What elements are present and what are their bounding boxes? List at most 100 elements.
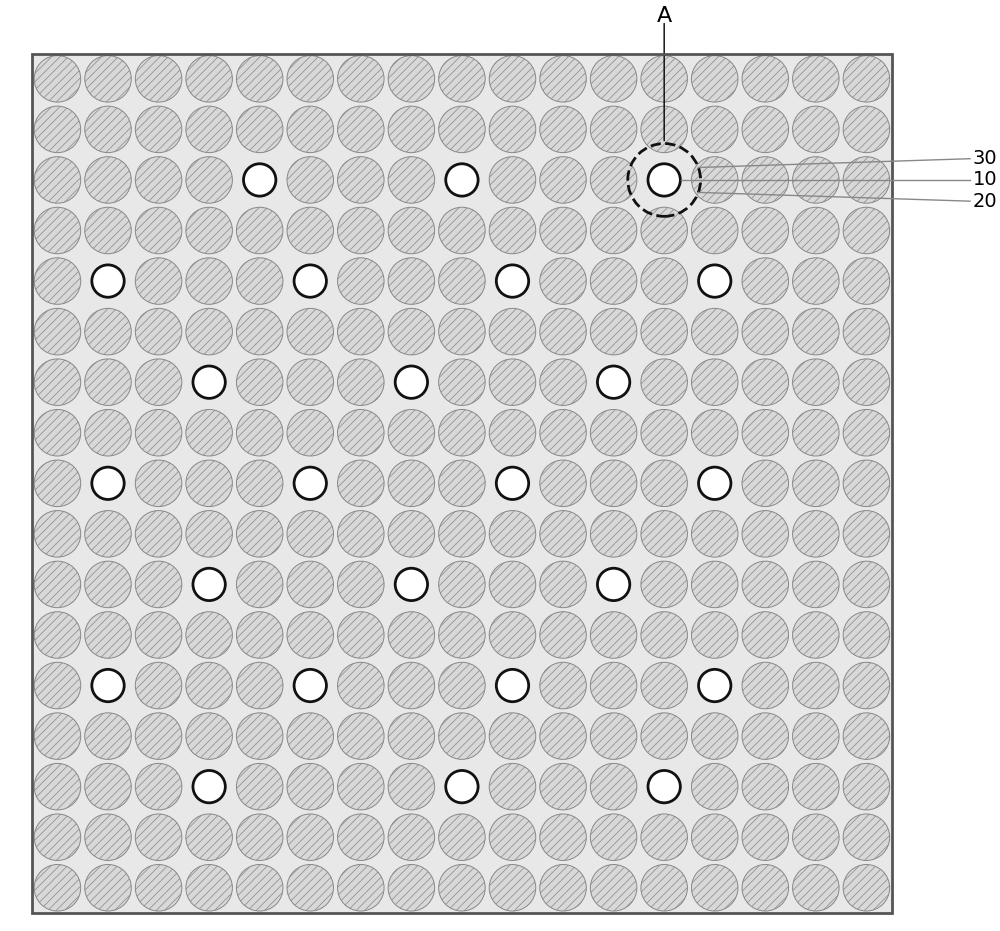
Circle shape xyxy=(843,865,890,911)
Circle shape xyxy=(34,510,81,557)
Circle shape xyxy=(793,410,839,456)
Circle shape xyxy=(540,662,586,708)
Circle shape xyxy=(135,106,182,153)
Circle shape xyxy=(843,106,890,153)
Circle shape xyxy=(843,208,890,254)
Circle shape xyxy=(641,612,687,658)
Circle shape xyxy=(34,713,81,760)
Circle shape xyxy=(793,510,839,557)
Circle shape xyxy=(843,662,890,708)
Circle shape xyxy=(236,713,283,760)
Circle shape xyxy=(287,106,334,153)
Circle shape xyxy=(85,56,131,102)
Circle shape xyxy=(691,865,738,911)
Circle shape xyxy=(85,814,131,860)
Circle shape xyxy=(641,208,687,254)
Circle shape xyxy=(489,156,536,203)
Circle shape xyxy=(85,612,131,658)
Circle shape xyxy=(641,713,687,760)
Circle shape xyxy=(793,865,839,911)
Bar xyxy=(32,54,892,913)
Circle shape xyxy=(793,763,839,810)
Circle shape xyxy=(388,208,435,254)
Circle shape xyxy=(540,359,586,405)
Circle shape xyxy=(641,106,687,153)
Circle shape xyxy=(496,265,529,297)
Circle shape xyxy=(641,359,687,405)
Circle shape xyxy=(641,56,687,102)
Circle shape xyxy=(395,366,428,398)
Circle shape xyxy=(793,156,839,203)
Circle shape xyxy=(287,763,334,810)
Circle shape xyxy=(590,460,637,506)
Circle shape xyxy=(641,460,687,506)
Circle shape xyxy=(338,612,384,658)
Circle shape xyxy=(388,763,435,810)
Circle shape xyxy=(85,713,131,760)
Circle shape xyxy=(439,561,485,608)
Circle shape xyxy=(92,669,124,702)
Circle shape xyxy=(540,258,586,304)
Circle shape xyxy=(135,359,182,405)
Circle shape xyxy=(186,208,232,254)
Circle shape xyxy=(489,713,536,760)
Circle shape xyxy=(135,510,182,557)
Circle shape xyxy=(742,713,789,760)
Circle shape xyxy=(34,814,81,860)
Circle shape xyxy=(742,410,789,456)
Circle shape xyxy=(496,669,529,702)
Circle shape xyxy=(793,612,839,658)
Circle shape xyxy=(34,106,81,153)
Circle shape xyxy=(85,865,131,911)
Circle shape xyxy=(338,156,384,203)
Text: A: A xyxy=(657,6,672,26)
Circle shape xyxy=(540,308,586,355)
Circle shape xyxy=(338,713,384,760)
Circle shape xyxy=(388,510,435,557)
Circle shape xyxy=(641,814,687,860)
Circle shape xyxy=(691,410,738,456)
Circle shape xyxy=(597,366,630,398)
Circle shape xyxy=(699,265,731,297)
Circle shape xyxy=(641,410,687,456)
Circle shape xyxy=(92,467,124,499)
Circle shape xyxy=(135,662,182,708)
Circle shape xyxy=(843,510,890,557)
Circle shape xyxy=(135,308,182,355)
Circle shape xyxy=(92,265,124,297)
Circle shape xyxy=(439,662,485,708)
Circle shape xyxy=(590,258,637,304)
Circle shape xyxy=(287,359,334,405)
Circle shape xyxy=(691,156,738,203)
Circle shape xyxy=(691,308,738,355)
Circle shape xyxy=(843,713,890,760)
Circle shape xyxy=(489,763,536,810)
Circle shape xyxy=(742,460,789,506)
Circle shape xyxy=(34,359,81,405)
Circle shape xyxy=(388,410,435,456)
Circle shape xyxy=(540,410,586,456)
Circle shape xyxy=(446,771,478,803)
Circle shape xyxy=(489,612,536,658)
Circle shape xyxy=(34,865,81,911)
Circle shape xyxy=(439,814,485,860)
Circle shape xyxy=(85,410,131,456)
Circle shape xyxy=(439,308,485,355)
Circle shape xyxy=(742,763,789,810)
Circle shape xyxy=(742,865,789,911)
Circle shape xyxy=(135,713,182,760)
Circle shape xyxy=(843,460,890,506)
Circle shape xyxy=(338,865,384,911)
Circle shape xyxy=(236,56,283,102)
Circle shape xyxy=(540,208,586,254)
Circle shape xyxy=(236,814,283,860)
Circle shape xyxy=(135,56,182,102)
Circle shape xyxy=(388,713,435,760)
Circle shape xyxy=(135,814,182,860)
Circle shape xyxy=(135,561,182,608)
Circle shape xyxy=(439,359,485,405)
Circle shape xyxy=(34,208,81,254)
Text: 10: 10 xyxy=(973,170,997,189)
Circle shape xyxy=(236,308,283,355)
Text: 20: 20 xyxy=(973,192,997,210)
